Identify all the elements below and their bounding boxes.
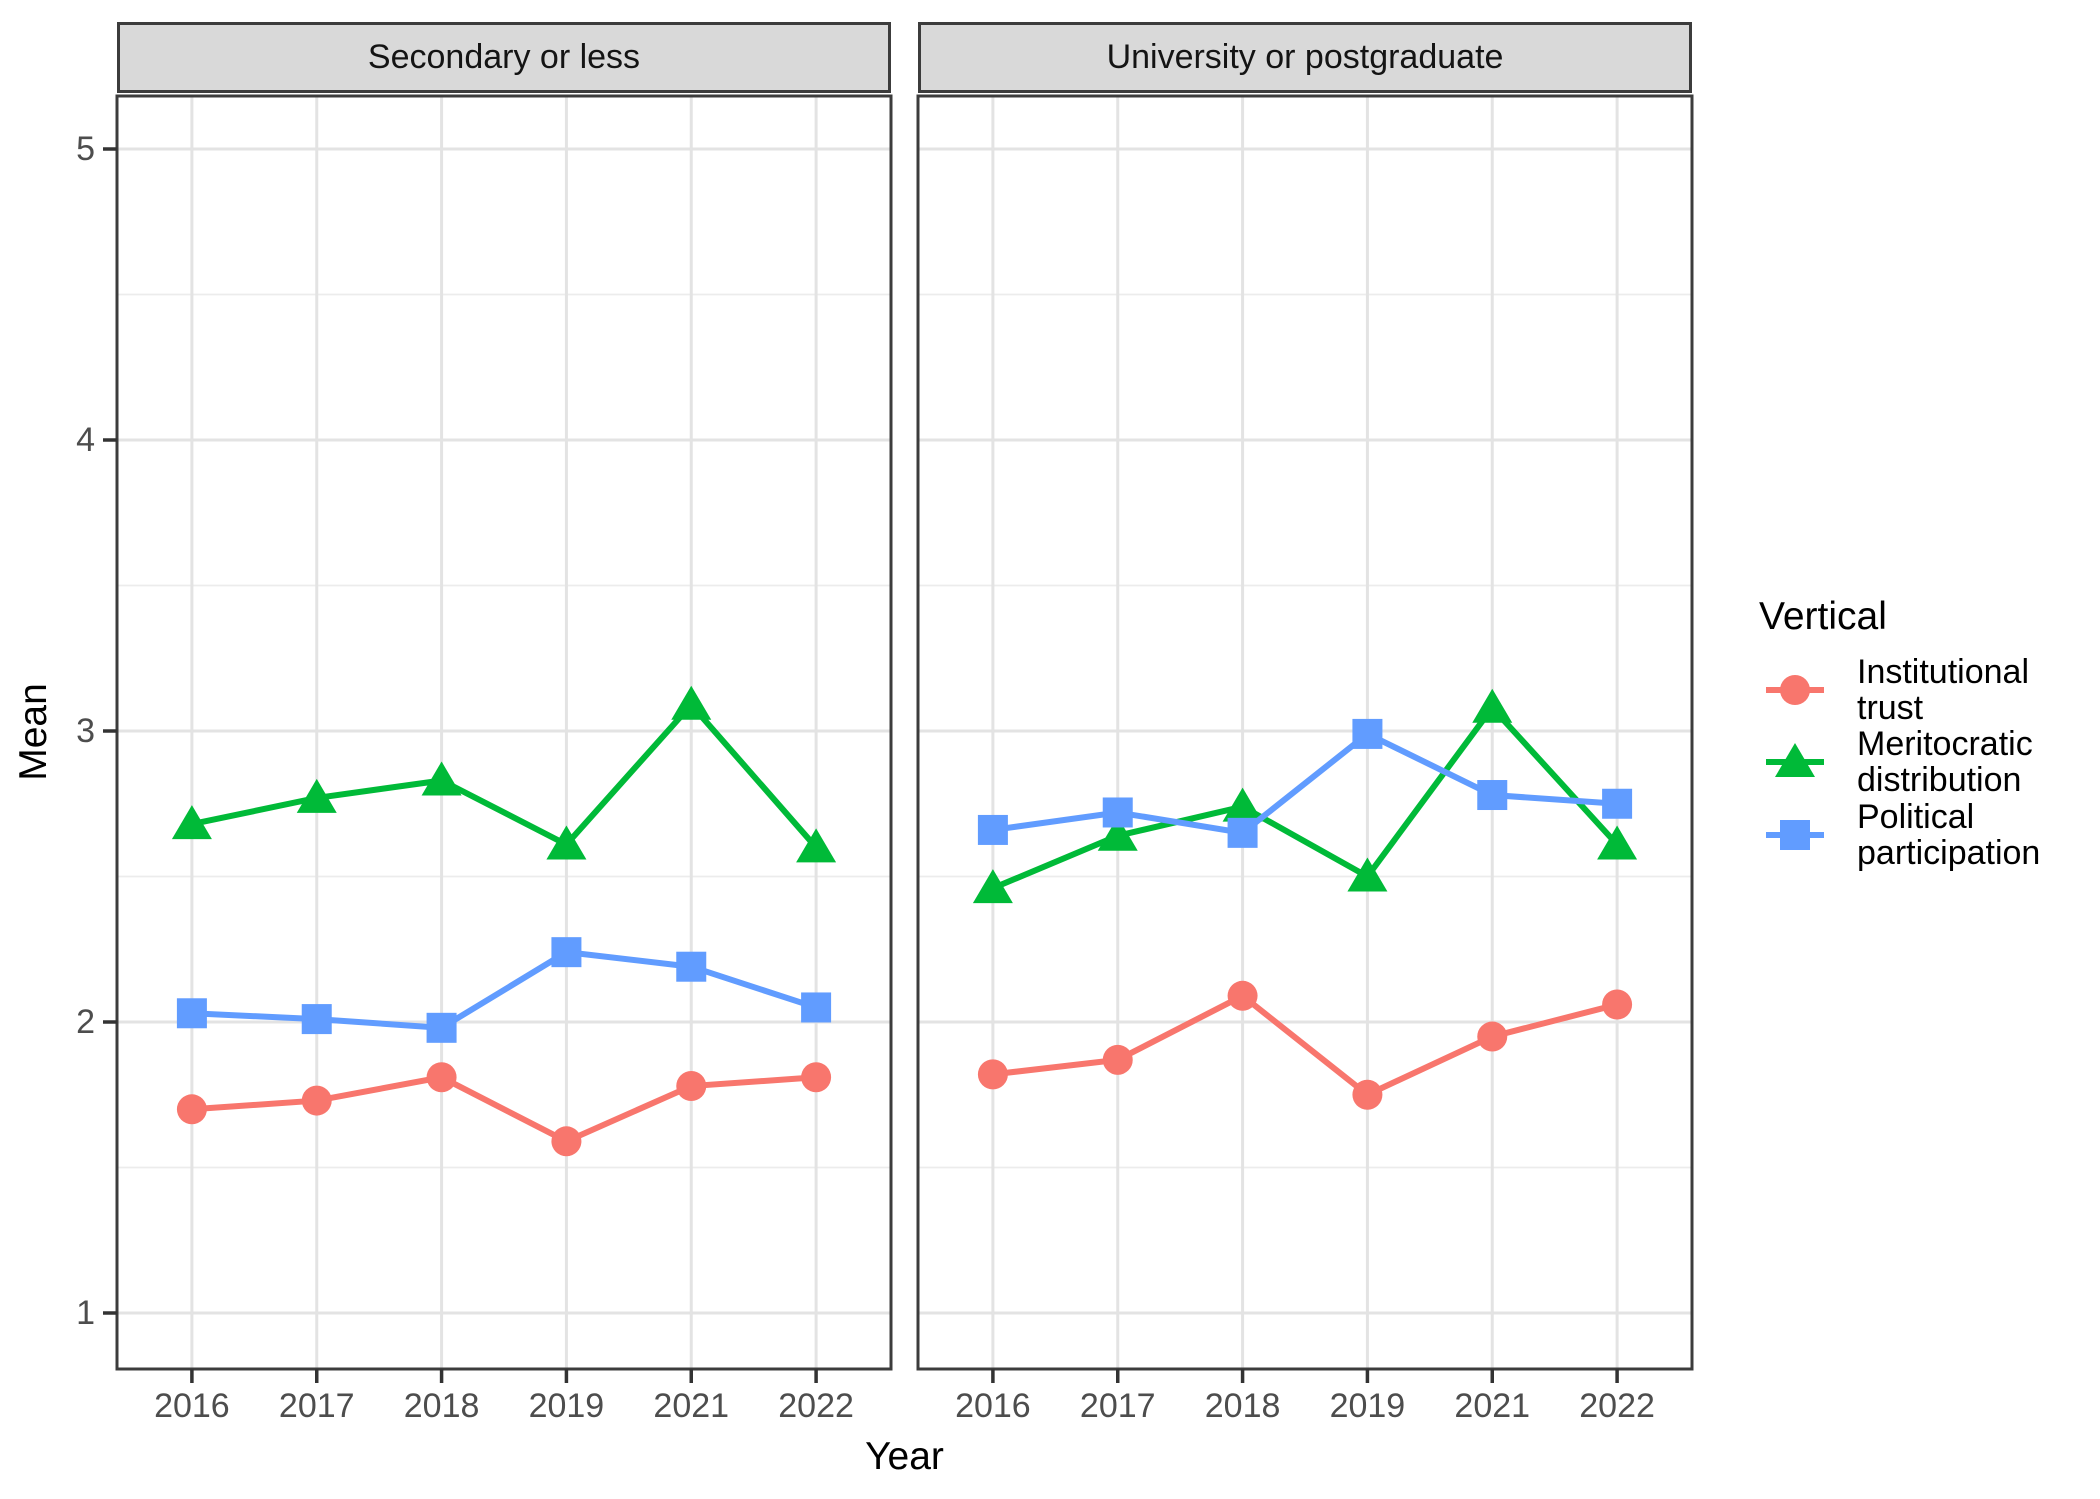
data-point-square — [1102, 797, 1133, 828]
data-point-triangle — [972, 869, 1013, 904]
y-tick-label: 5 — [76, 130, 95, 168]
x-tick-label: 2017 — [278, 1387, 355, 1425]
legend-key-institutional-trust — [1766, 675, 1824, 705]
data-point-circle — [801, 1062, 832, 1093]
data-point-square — [1602, 788, 1633, 819]
series-institutional-trust — [176, 1062, 832, 1157]
legend-key-political-participation — [1766, 820, 1824, 850]
data-point-triangle — [1472, 688, 1513, 723]
data-point-triangle — [546, 825, 587, 860]
panel-secondary-or-less — [115, 94, 893, 1383]
series-political-participation — [176, 937, 832, 1043]
data-point-square — [426, 1012, 457, 1043]
data-point-triangle — [671, 685, 712, 720]
data-point-square — [551, 937, 582, 968]
data-point-circle — [977, 1059, 1008, 1090]
series-meritocratic-distribution — [171, 685, 837, 863]
data-point-square — [1352, 718, 1383, 749]
facet-strip-secondary-or-less: Secondary or less — [117, 22, 891, 93]
facet-strip-label: University or postgraduate — [1106, 38, 1504, 76]
x-tick-label: 2021 — [1454, 1387, 1531, 1425]
series-meritocratic-distribution — [972, 688, 1638, 904]
legend-keys — [1766, 675, 1824, 850]
data-point-circle — [676, 1071, 707, 1102]
data-point-circle — [1780, 675, 1810, 705]
data-point-circle — [1352, 1079, 1383, 1110]
y-axis-title: Mean — [12, 683, 55, 781]
data-point-triangle — [1347, 857, 1388, 892]
x-tick-label: 2016 — [154, 1387, 230, 1425]
x-tick-label: 2017 — [1079, 1387, 1156, 1425]
data-point-square — [676, 951, 707, 982]
data-point-triangle — [1597, 825, 1638, 860]
data-point-triangle — [296, 778, 337, 813]
data-point-square — [801, 992, 832, 1023]
data-point-circle — [551, 1126, 582, 1157]
x-tick-label: 2022 — [778, 1387, 854, 1425]
data-point-triangle — [796, 828, 837, 863]
data-point-circle — [176, 1094, 207, 1125]
x-tick-label: 2021 — [653, 1387, 730, 1425]
y-tick-label: 4 — [76, 421, 95, 459]
panel-border — [916, 94, 1694, 1371]
data-point-square — [1227, 817, 1258, 848]
data-point-triangle — [1097, 816, 1138, 851]
data-point-square — [1477, 780, 1508, 811]
legend-title: Vertical — [1759, 595, 1887, 638]
data-point-circle — [301, 1085, 332, 1116]
legend-label-meritocratic-distribution: Meritocratic distribution — [1857, 725, 2033, 799]
data-point-triangle — [1222, 787, 1263, 822]
gridlines-minor — [918, 293, 1692, 1169]
legend-key-meritocratic-distribution — [1766, 743, 1824, 777]
data-point-square — [176, 998, 207, 1029]
data-point-circle — [1227, 980, 1258, 1011]
gridlines-minor — [117, 293, 891, 1169]
x-axis-title: Year — [865, 1435, 944, 1478]
x-tick-label: 2022 — [1579, 1387, 1655, 1425]
data-point-triangle — [1775, 743, 1815, 777]
y-tick-label: 2 — [76, 1003, 95, 1041]
x-tick-label: 2018 — [1204, 1387, 1281, 1425]
gridlines-major — [117, 96, 891, 1369]
data-point-square — [301, 1004, 332, 1035]
x-tick-label: 2019 — [528, 1387, 605, 1425]
data-point-triangle — [421, 761, 462, 796]
series-institutional-trust — [977, 980, 1633, 1110]
x-tick-label: 2016 — [955, 1387, 1031, 1425]
series-political-participation — [977, 718, 1633, 848]
data-point-square — [1780, 820, 1810, 850]
y-tick-label: 1 — [76, 1294, 95, 1332]
data-point-circle — [1602, 989, 1633, 1020]
data-point-circle — [1102, 1044, 1133, 1075]
data-point-square — [977, 814, 1008, 845]
legend-label-political-participation: Political participation — [1857, 798, 2041, 872]
x-tick-label: 2018 — [403, 1387, 480, 1425]
x-tick-label: 2019 — [1329, 1387, 1406, 1425]
facet-strip-university-or-postgraduate: University or postgraduate — [918, 22, 1692, 93]
facet-strip-label: Secondary or less — [367, 38, 641, 76]
data-point-circle — [1477, 1021, 1508, 1052]
panel-university-or-postgraduate — [916, 94, 1694, 1383]
data-point-triangle — [171, 805, 212, 840]
legend-label-institutional-trust: Institutional trust — [1857, 653, 2029, 727]
y-tick-label: 3 — [76, 712, 95, 750]
gridlines-major — [918, 96, 1692, 1369]
data-point-circle — [426, 1062, 457, 1093]
